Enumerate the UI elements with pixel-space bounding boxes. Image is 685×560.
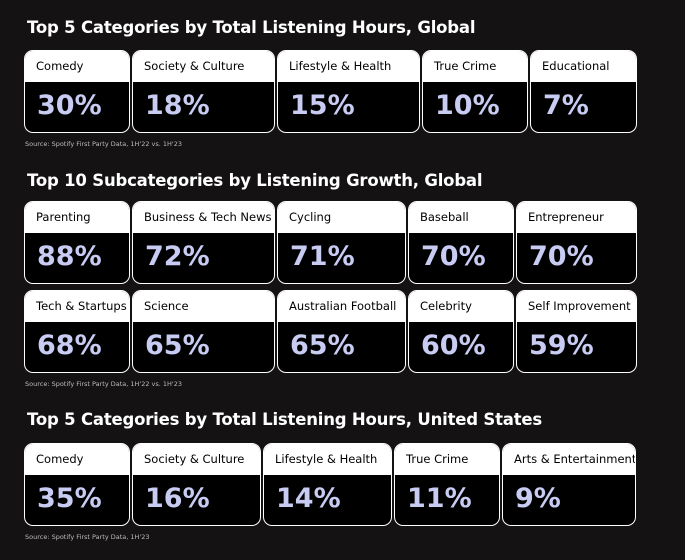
stat-card: Business & Tech News 72% (132, 201, 275, 284)
section-title-global-categories: Top 5 Categories by Total Listening Hour… (27, 18, 476, 37)
stat-row: Parenting 88% Business & Tech News 72% C… (24, 201, 637, 284)
stat-label: Lifestyle & Health (278, 51, 419, 82)
stat-value: 60% (421, 330, 486, 361)
stat-card: Entrepreneur 70% (516, 201, 637, 284)
stat-label: Cycling (278, 202, 405, 233)
stat-value: 70% (421, 241, 486, 272)
stat-value: 7% (543, 90, 589, 121)
stat-value: 15% (290, 90, 355, 121)
stat-label: Science (133, 291, 274, 322)
stat-label: Society & Culture (133, 444, 260, 475)
stat-card: True Crime 11% (394, 443, 500, 526)
stat-label: Celebrity (409, 291, 513, 322)
stat-label: Entrepreneur (517, 202, 636, 233)
section-title-us-categories: Top 5 Categories by Total Listening Hour… (27, 410, 543, 429)
stat-card: Lifestyle & Health 15% (277, 50, 420, 133)
stat-value: 9% (515, 483, 561, 514)
stat-value: 14% (276, 483, 341, 514)
stat-value: 30% (37, 90, 102, 121)
stat-label: Comedy (25, 51, 129, 82)
stat-label: Arts & Entertainment (503, 444, 635, 475)
stat-label: Self Improvement (517, 291, 636, 322)
stat-value: 10% (435, 90, 500, 121)
source-note: Source: Spotify First Party Data, 1H'22 … (25, 380, 182, 388)
stat-value: 71% (290, 241, 355, 272)
source-note: Source: Spotify First Party Data, 1H'22 … (25, 140, 182, 148)
stat-label: Australian Football (278, 291, 405, 322)
stat-value: 16% (145, 483, 210, 514)
stat-card: Parenting 88% (24, 201, 130, 284)
stat-card: Educational 7% (530, 50, 637, 133)
stat-label: Comedy (25, 444, 129, 475)
stat-label: Lifestyle & Health (264, 444, 391, 475)
stat-card: Arts & Entertainment 9% (502, 443, 636, 526)
stat-label: Tech & Startups (25, 291, 129, 322)
stat-card: Self Improvement 59% (516, 290, 637, 373)
stat-label: Society & Culture (133, 51, 274, 82)
stat-card: Lifestyle & Health 14% (263, 443, 392, 526)
stat-label: Educational (531, 51, 636, 82)
stat-card: Baseball 70% (408, 201, 514, 284)
stat-row: Comedy 30% Society & Culture 18% Lifesty… (24, 50, 637, 133)
stat-card: Tech & Startups 68% (24, 290, 130, 373)
stat-value: 59% (529, 330, 594, 361)
section-title-growth-subcategories: Top 10 Subcategories by Listening Growth… (27, 171, 483, 190)
stat-value: 65% (290, 330, 355, 361)
stat-card: Science 65% (132, 290, 275, 373)
stat-label: True Crime (423, 51, 527, 82)
stat-value: 72% (145, 241, 210, 272)
stat-card: Celebrity 60% (408, 290, 514, 373)
stat-value: 18% (145, 90, 210, 121)
stat-value: 65% (145, 330, 210, 361)
stat-label: True Crime (395, 444, 499, 475)
stat-card: Australian Football 65% (277, 290, 406, 373)
stat-card: True Crime 10% (422, 50, 528, 133)
stat-value: 70% (529, 241, 594, 272)
stat-label: Baseball (409, 202, 513, 233)
stat-value: 88% (37, 241, 102, 272)
stat-card: Cycling 71% (277, 201, 406, 284)
stat-row: Tech & Startups 68% Science 65% Australi… (24, 290, 637, 373)
source-note: Source: Spotify First Party Data, 1H'23 (25, 533, 150, 541)
stat-row: Comedy 35% Society & Culture 16% Lifesty… (24, 443, 636, 526)
stat-card: Comedy 35% (24, 443, 130, 526)
stat-value: 35% (37, 483, 102, 514)
stat-value: 68% (37, 330, 102, 361)
stat-card: Comedy 30% (24, 50, 130, 133)
stat-label: Business & Tech News (133, 202, 274, 233)
stat-card: Society & Culture 16% (132, 443, 261, 526)
stat-card: Society & Culture 18% (132, 50, 275, 133)
stat-value: 11% (407, 483, 472, 514)
stat-label: Parenting (25, 202, 129, 233)
